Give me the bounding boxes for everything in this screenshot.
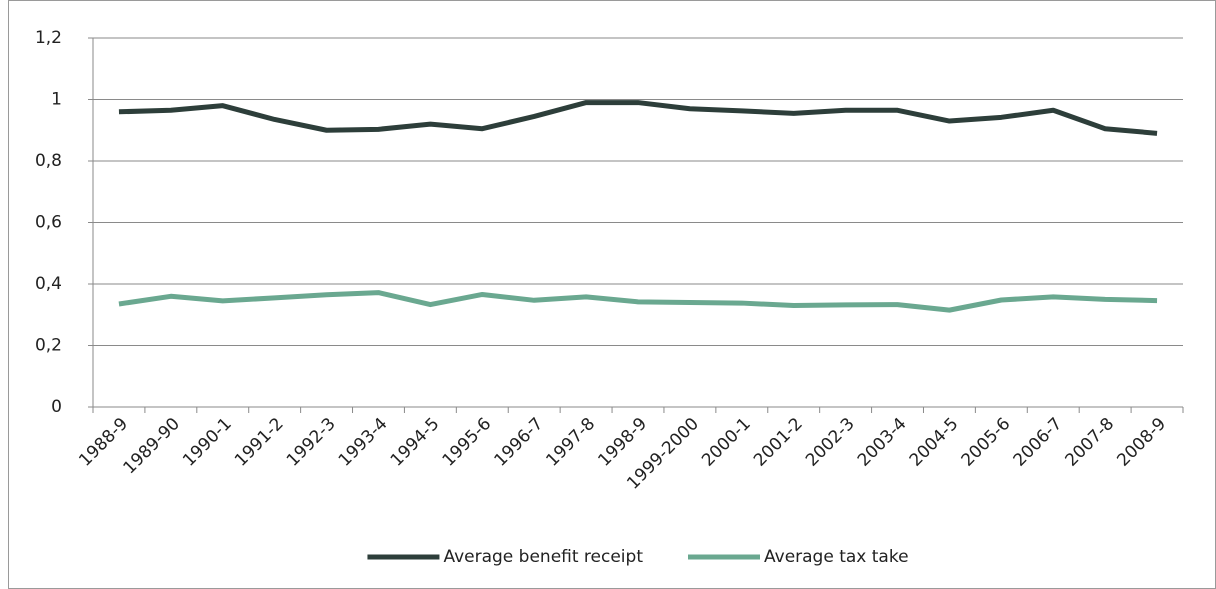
x-tick-label: 2005-6 (958, 414, 1015, 471)
x-tick-label: 2008-9 (1113, 414, 1170, 471)
x-tick-label: 2000-1 (698, 414, 755, 471)
legend-label: Average tax take (764, 547, 909, 567)
y-tick-label: 0 (51, 397, 62, 417)
legend-label: Average benefit receipt (443, 547, 643, 567)
x-tick-label: 2002-3 (802, 414, 859, 471)
y-tick-label: 0,8 (35, 151, 62, 171)
x-tick-label: 2001-2 (750, 414, 807, 471)
y-tick-label: 0,4 (35, 274, 62, 294)
chart-frame (8, 0, 1216, 589)
y-tick-label: 1 (51, 90, 62, 110)
x-tick-label: 2007-8 (1061, 414, 1118, 471)
x-tick-label: 1991-2 (231, 414, 288, 471)
line-series (118, 290, 1158, 313)
x-tick-label: 1993-4 (335, 414, 392, 471)
x-tick-label: 1992-3 (283, 414, 340, 471)
line-series (118, 100, 1158, 136)
x-tick-label: 2004-5 (906, 414, 963, 471)
y-tick-label: 0,6 (35, 213, 62, 233)
x-tick-label: 2006-7 (1010, 414, 1067, 471)
y-tick-label: 0,2 (35, 336, 62, 356)
x-tick-label: 1994-5 (387, 414, 444, 471)
x-tick-label: 1996-7 (491, 414, 548, 471)
y-tick-label: 1,2 (35, 28, 62, 48)
x-tick-label: 1989-90 (120, 414, 184, 478)
x-tick-label: 2003-4 (854, 414, 911, 471)
x-tick-label: 1997-8 (542, 414, 599, 471)
x-tick-label: 1995-6 (439, 414, 496, 471)
x-tick-label: 1990-1 (179, 414, 236, 471)
